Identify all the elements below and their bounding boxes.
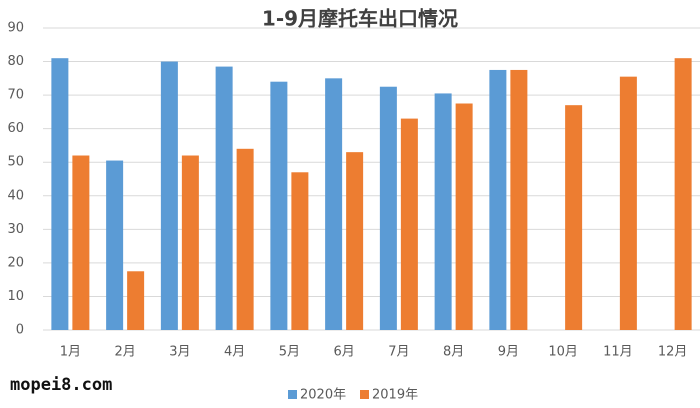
x-tick-label: 10月 xyxy=(548,345,578,360)
watermark: mopei8.com xyxy=(10,375,112,395)
y-tick-label: 50 xyxy=(7,155,24,170)
bar xyxy=(106,160,124,330)
x-tick-label: 2月 xyxy=(114,345,135,360)
y-tick-label: 90 xyxy=(7,21,24,36)
y-tick-label: 70 xyxy=(7,88,24,103)
bar xyxy=(127,271,145,330)
bar xyxy=(215,66,233,330)
bar xyxy=(72,155,90,330)
y-tick-label: 0 xyxy=(16,323,24,338)
bar xyxy=(400,118,418,330)
x-tick-label: 12月 xyxy=(658,345,688,360)
bar xyxy=(674,58,692,330)
legend-swatch xyxy=(360,390,369,399)
x-tick-label: 7月 xyxy=(388,345,409,360)
bar xyxy=(565,105,583,330)
x-tick-label: 9月 xyxy=(498,345,519,360)
bar xyxy=(181,155,199,330)
x-tick-label: 4月 xyxy=(224,345,245,360)
chart-title: 1-9月摩托车出口情况 xyxy=(262,7,458,31)
x-tick-label: 5月 xyxy=(279,345,300,360)
bar xyxy=(489,69,507,330)
x-tick-label: 11月 xyxy=(603,345,633,360)
y-tick-label: 30 xyxy=(7,222,24,237)
bar xyxy=(236,148,254,330)
x-tick-label: 1月 xyxy=(60,345,81,360)
bar xyxy=(434,93,452,330)
bar xyxy=(51,58,69,330)
bar xyxy=(455,103,473,330)
y-tick-label: 20 xyxy=(7,255,24,270)
y-tick-label: 60 xyxy=(7,121,24,136)
x-tick-label: 8月 xyxy=(443,345,464,360)
bar xyxy=(270,81,288,330)
legend-swatch xyxy=(288,390,297,399)
bar xyxy=(160,61,178,331)
x-tick-label: 6月 xyxy=(333,345,354,360)
bar xyxy=(510,69,528,330)
legend-label: 2019年 xyxy=(372,388,418,403)
bar xyxy=(325,78,343,330)
bar xyxy=(346,152,364,330)
bar xyxy=(619,76,637,331)
y-tick-label: 10 xyxy=(7,289,24,304)
x-tick-label: 3月 xyxy=(169,345,190,360)
y-tick-label: 40 xyxy=(7,188,24,203)
y-tick-label: 80 xyxy=(7,54,24,69)
bar xyxy=(291,172,309,330)
bar xyxy=(379,86,397,330)
legend-label: 2020年 xyxy=(300,388,346,403)
